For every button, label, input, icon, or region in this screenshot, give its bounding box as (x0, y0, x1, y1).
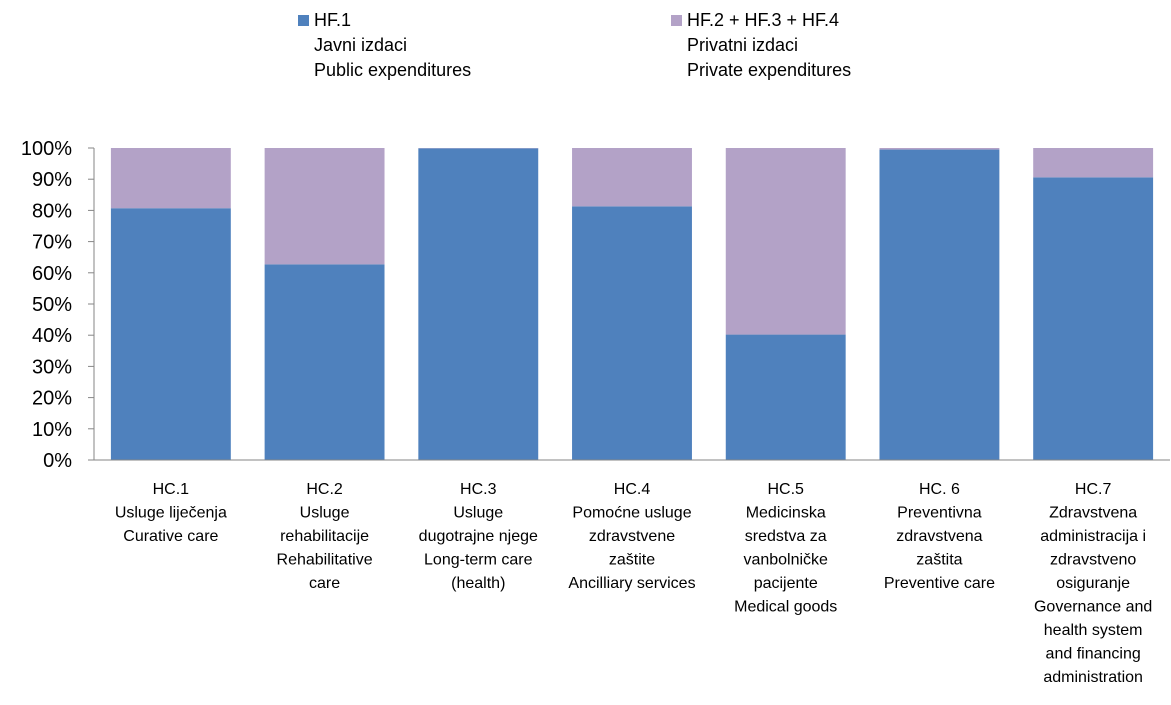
x-category-label: HC.3 Usluge dugotrajne njege Long-term care… (419, 481, 538, 592)
y-tick-label: 50% (32, 294, 72, 316)
x-category-label-line: Usluge (300, 505, 350, 522)
x-category-label-line: vanbolničke (743, 552, 828, 569)
x-category-label-line: HC.3 (460, 481, 497, 498)
x-category-label-line: HC.2 (306, 481, 343, 498)
y-tick-label: 20% (32, 388, 72, 410)
legend-item-public: HF.1 Javni izdaci Public expenditures (298, 8, 471, 83)
x-category-label-line: and financing (1046, 646, 1141, 663)
bar-segment-private (725, 148, 846, 335)
bar-segment-public (110, 208, 231, 460)
legend-label-local-public: Javni izdaci (314, 35, 408, 55)
y-tick-label: 10% (32, 419, 72, 441)
y-tick-label: 100% (21, 138, 72, 160)
x-category-label-line: HC.1 (153, 481, 190, 498)
legend-swatch-private (671, 15, 682, 26)
bar-segment-public (418, 148, 539, 460)
x-category-label-line: administracija i (1040, 528, 1146, 545)
x-category-label-line: Long-term care (424, 552, 533, 569)
y-tick-label: 0% (43, 450, 72, 472)
x-category-label: HC.2 Usluge rehabilitacije Rehabilitative ca… (277, 481, 373, 592)
x-category-label: HC.5 Medicinska sredstva za vanbolničke paci… (734, 481, 837, 616)
x-category-label-line: Curative care (123, 528, 218, 545)
legend-label-local-private: Privatni izdaci (687, 35, 799, 55)
x-category-label-line: zdravstvene (589, 528, 675, 545)
x-category-label-line: zaštite (609, 552, 655, 569)
x-category-label-line: Preventivna (897, 505, 982, 522)
x-category-label-line: Rehabilitative (277, 552, 373, 569)
legend-label-en-private: Private expenditures (687, 60, 852, 80)
legend-code-private: HF.2 + HF.3 + HF.4 (687, 10, 840, 30)
legend-label-en-public: Public expenditures (314, 60, 472, 80)
bar-segment-private (1033, 148, 1154, 178)
x-category-label-line: Governance and (1034, 599, 1152, 616)
x-category-label-line: Zdravstvena (1049, 505, 1137, 522)
chart-legend: HF.1 Javni izdaci Public expenditures HF… (0, 0, 1171, 100)
x-category-label-line: dugotrajne njege (419, 528, 538, 545)
x-category-label-line: HC.7 (1075, 481, 1112, 498)
bar-segment-private (572, 148, 692, 207)
x-category-label-line: sredstva za (745, 528, 827, 545)
y-tick-label: 40% (32, 325, 72, 347)
x-category-label-line: Usluge (453, 505, 503, 522)
x-category-label-line: rehabilitacije (280, 528, 369, 545)
bar-segment-private (879, 148, 1000, 150)
x-category-label-line: Medicinska (746, 505, 826, 522)
x-category-label-line: zaštita (916, 552, 962, 569)
bar-segment-public (264, 264, 385, 460)
x-category-label: HC.1 Usluge liječenja Curative care (115, 481, 227, 545)
x-category-label-line: Usluge liječenja (115, 505, 227, 522)
x-category-label-line: Preventive care (884, 575, 995, 592)
y-tick-label: 90% (32, 169, 72, 191)
bar-segment-public (879, 149, 1000, 460)
bar-segment-private (264, 148, 385, 265)
y-tick-label: 30% (32, 356, 72, 378)
legend-code-public: HF.1 (314, 10, 352, 30)
x-category-label-line: HC.5 (767, 481, 804, 498)
x-category-label-line: (health) (451, 575, 505, 592)
x-category-label-line: Pomoćne usluge (572, 505, 691, 522)
bar-segment-public (1033, 177, 1154, 460)
bar-segment-public (725, 334, 846, 460)
x-category-label-line: Medical goods (734, 599, 837, 616)
x-category-label-line: administration (1043, 669, 1143, 686)
x-category-label-line: HC. 6 (919, 481, 960, 498)
legend-item-private: HF.2 + HF.3 + HF.4 Privatni izdaci Priva… (671, 8, 851, 83)
x-category-label-line: zdravstvena (896, 528, 982, 545)
bar-segment-public (572, 206, 692, 460)
x-category-label: HC. 6 Preventivna zdravstvena zaštita Preven… (884, 481, 995, 592)
y-tick-label: 80% (32, 200, 72, 222)
x-category-label-line: Ancilliary services (568, 575, 695, 592)
bar-segment-private (110, 148, 231, 209)
x-category-label-line: osiguranje (1056, 575, 1130, 592)
y-tick-label: 70% (32, 232, 72, 254)
x-category-label-line: HC.4 (614, 481, 651, 498)
x-category-label: HC.4 Pomoćne usluge zdravstvene zaštite Anci… (568, 481, 695, 592)
x-category-label: HC.7 Zdravstvena administracija i zdravstve… (1034, 481, 1152, 686)
x-category-label-line: pacijente (754, 575, 818, 592)
x-category-label-line: health system (1044, 622, 1143, 639)
x-category-label-line: zdravstveno (1050, 552, 1136, 569)
legend-swatch-public (298, 15, 309, 26)
y-tick-label: 60% (32, 263, 72, 285)
x-category-label-line: care (309, 575, 340, 592)
